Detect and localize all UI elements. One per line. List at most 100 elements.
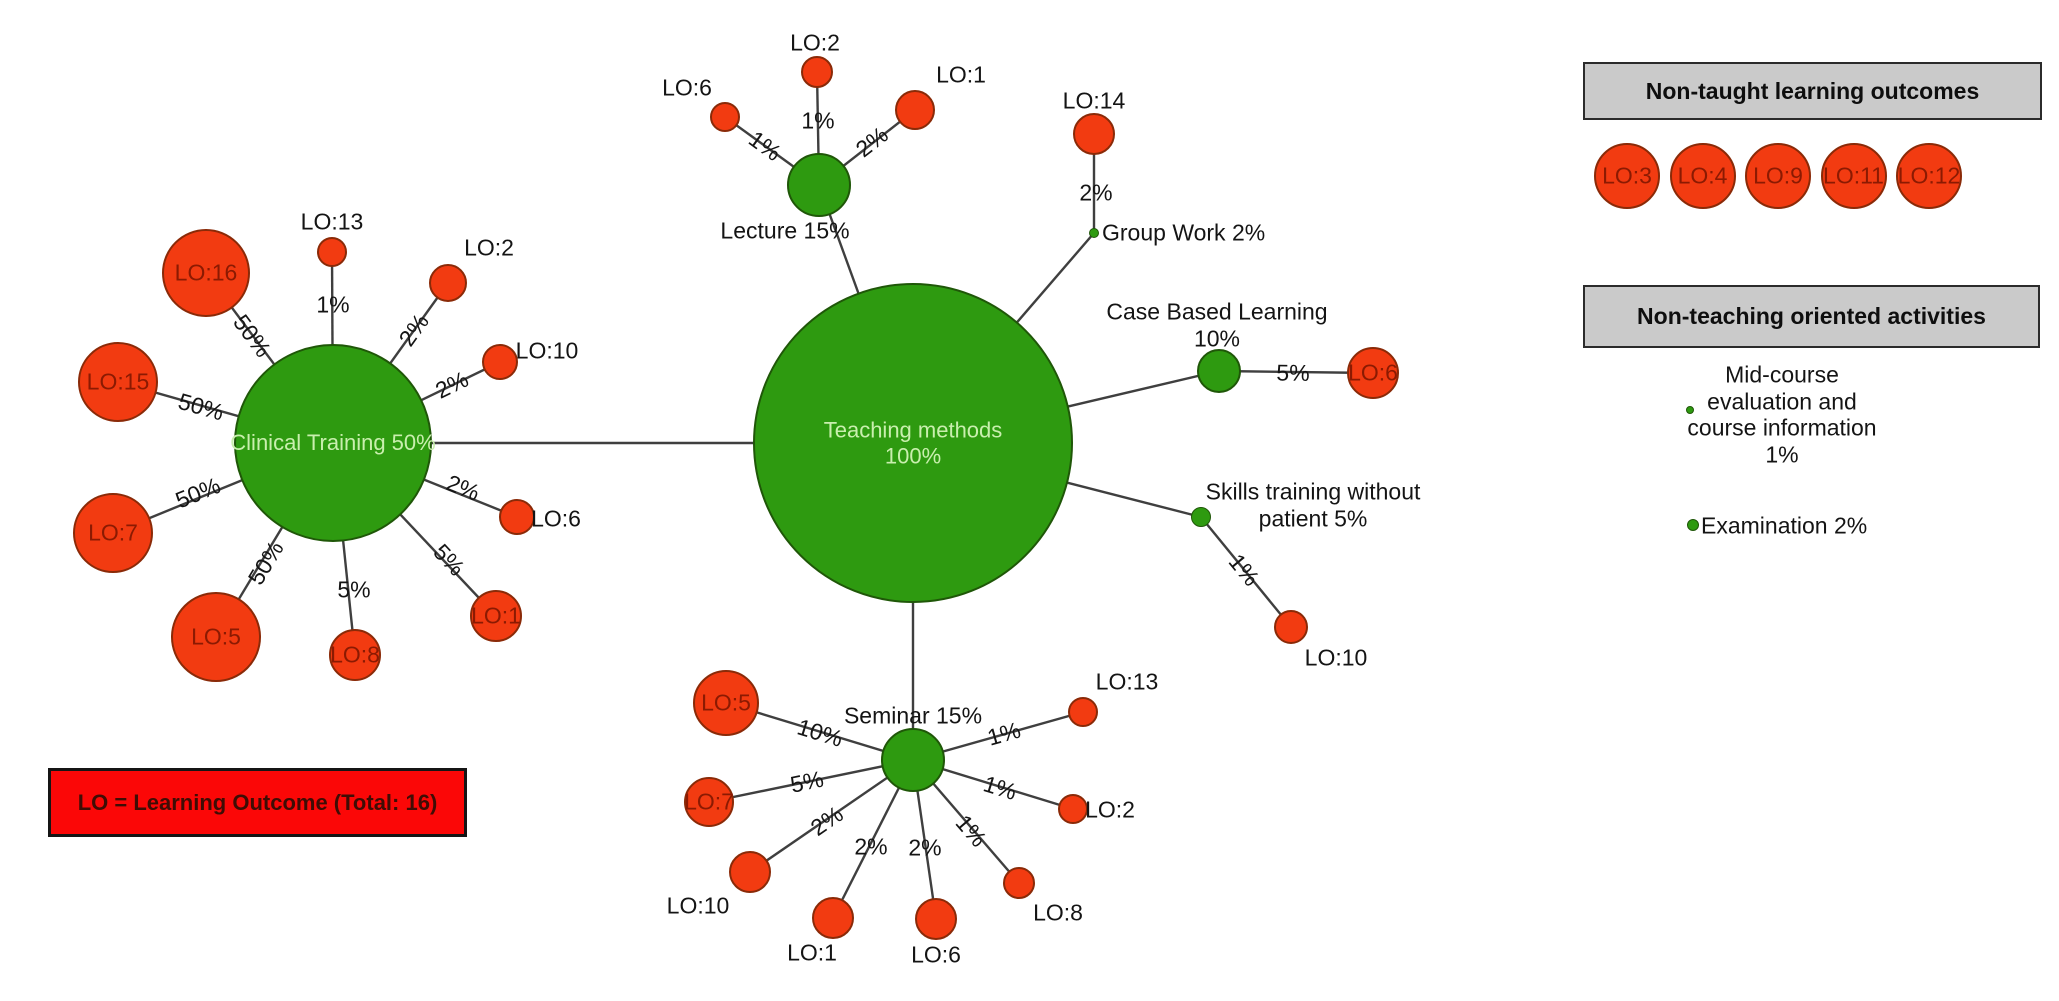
lecture-outcome-lo-1-label-line: LO:1 [936, 61, 986, 88]
lecture-outcome-lo-6-label: LO:6 [662, 75, 712, 102]
clinical-training-outcome-lo-1-pct-label-line: 5% [428, 538, 471, 581]
clinical-training-outcome-lo-2-label: LO:2 [464, 235, 514, 262]
clinical-training-outcome-lo-15-pct-label: 50% [175, 387, 227, 426]
clinical-training-outcome-lo-13-pct-label: 1% [316, 292, 349, 319]
clinical-training-outcome-lo-8-pct-label-line: 5% [337, 576, 371, 603]
non-taught-lo-9-label: LO:9 [1753, 163, 1803, 190]
non-taught-header: Non-taught learning outcomes [1583, 62, 2042, 120]
lecture-node [787, 153, 851, 217]
clinical-training-outcome-lo-6-node [499, 499, 535, 535]
group-work-label: Group Work 2% [1102, 220, 1265, 247]
clinical-training-outcome-lo-6-label: LO:6 [531, 506, 581, 533]
clinical-training-outcome-lo-1-label-line: LO:1 [471, 602, 521, 629]
seminar-outcome-lo-10-label: LO:10 [667, 893, 730, 920]
legend-box: LO = Learning Outcome (Total: 16) [48, 768, 467, 837]
non-taught-lo-4-label-line: LO:4 [1677, 162, 1728, 189]
seminar-outcome-lo-8-node [1003, 867, 1035, 899]
non-taught-lo-11-node [1820, 143, 1887, 209]
clinical-training-outcome-lo-10-node [482, 344, 518, 380]
case-based-learning-outcome-lo-6-pct-label-line: 5% [1276, 359, 1310, 386]
clinical-training-outcome-lo-13-label-line: LO:13 [300, 208, 364, 235]
clinical-training-outcome-lo-6-label-line: LO:6 [531, 505, 581, 532]
examination-label-line: Examination 2% [1701, 512, 1868, 539]
seminar-outcome-lo-7-pct-label-line: 5% [788, 765, 826, 798]
seminar-outcome-lo-7-label: LO:7 [684, 789, 734, 816]
mid-course-evaluation-label-line: 1% [1765, 441, 1799, 468]
clinical-training-outcome-lo-5-label: LO:5 [191, 624, 241, 651]
lecture-outcome-lo-1-node [895, 90, 935, 130]
teaching-methods-label: Teaching methods 100% [824, 417, 1003, 468]
clinical-training-outcome-lo-5-pct-label-line: 50% [242, 536, 289, 590]
seminar-outcome-lo-8-label-line: LO:8 [1033, 899, 1083, 926]
non-taught-lo-3-label-line: LO:3 [1602, 162, 1652, 189]
lecture-outcome-lo-6-pct-label-line: 1% [744, 125, 787, 167]
seminar-outcome-lo-2-pct-label: 1% [980, 770, 1019, 805]
lecture-outcome-lo-1-label: LO:1 [936, 62, 986, 89]
clinical-training-outcome-lo-16-pct-label-line: 50% [228, 309, 277, 363]
seminar-outcome-lo-13-pct-label-line: 1% [984, 716, 1024, 751]
edge-line [1200, 516, 1292, 628]
non-teaching-header: Non-teaching oriented activities [1583, 285, 2040, 348]
non-taught-lo-12-node [1896, 143, 1962, 209]
case-based-learning-outcome-lo-6-node [1347, 347, 1399, 399]
skills-training-without-patient-outcome-lo-10-node [1274, 610, 1308, 644]
non-taught-lo-4-node [1669, 143, 1736, 209]
seminar-outcome-lo-6-pct-label-line: 2% [908, 834, 942, 861]
clinical-training-outcome-lo-10-pct-label: 2% [431, 366, 473, 405]
skills-training-without-patient-node [1191, 507, 1211, 527]
clinical-training-outcome-lo-16-label-line: LO:16 [174, 259, 238, 286]
lecture-outcome-lo-2-pct-label: 1% [801, 108, 834, 135]
case-based-learning-label: Case Based Learning 10% [1106, 298, 1327, 351]
clinical-training-outcome-lo-16-pct-label: 50% [228, 309, 277, 363]
lecture-outcome-lo-2-label-line: LO:2 [790, 29, 840, 56]
seminar-label-line: Seminar 15% [843, 702, 983, 729]
lecture-label-line: Lecture 15% [720, 217, 850, 244]
examination-dot [1687, 519, 1699, 531]
non-taught-lo-4-label: LO:4 [1678, 163, 1728, 190]
non-taught-lo-11-label: LO:11 [1823, 163, 1884, 190]
seminar-outcome-lo-1-label-line: LO:1 [787, 939, 837, 966]
seminar-outcome-lo-1-pct-label-line: 2% [854, 833, 888, 860]
clinical-training-outcome-lo-15-node [78, 342, 158, 422]
lecture-outcome-lo-1-pct-label: 2% [851, 121, 894, 162]
seminar-outcome-lo-8-pct-label-line: 1% [950, 809, 992, 852]
seminar-outcome-lo-13-pct-label: 1% [984, 717, 1023, 752]
clinical-training-outcome-lo-7-pct-label: 50% [172, 472, 225, 514]
lecture-outcome-lo-6-node [710, 102, 740, 132]
clinical-training-outcome-lo-16-label: LO:16 [175, 260, 238, 287]
group-work-node [1089, 228, 1099, 238]
clinical-training-outcome-lo-13-node [317, 237, 347, 267]
lecture-outcome-lo-2-label: LO:2 [790, 30, 840, 57]
non-taught-lo-3-label: LO:3 [1602, 163, 1652, 190]
skills-training-without-patient-outcome-lo-10-pct-label: 1% [1223, 549, 1265, 592]
seminar-label: Seminar 15% [844, 703, 982, 730]
clinical-training-outcome-lo-15-pct-label-line: 50% [175, 387, 227, 426]
non-teaching-header-label: Non-teaching oriented activities [1637, 303, 1986, 329]
skills-training-without-patient-outcome-lo-10-label-line: LO:10 [1304, 644, 1368, 671]
clinical-training-outcome-lo-7-label-line: LO:7 [88, 519, 138, 546]
teaching-methods-label-line: 100% [884, 443, 942, 468]
non-taught-lo-3-node [1594, 143, 1660, 209]
clinical-training-outcome-lo-13-label: LO:13 [301, 209, 364, 236]
seminar-outcome-lo-2-label-line: LO:2 [1085, 796, 1135, 823]
clinical-training-outcome-lo-2-label-line: LO:2 [464, 234, 514, 261]
seminar-outcome-lo-2-node [1058, 794, 1088, 824]
clinical-training-outcome-lo-5-pct-label: 50% [243, 536, 290, 589]
lecture-outcome-lo-2-node [801, 56, 833, 88]
clinical-training-outcome-lo-5-label-line: LO:5 [191, 623, 241, 650]
seminar-outcome-lo-1-node [812, 897, 854, 939]
seminar-outcome-lo-5-pct-label: 10% [794, 714, 846, 753]
clinical-training-outcome-lo-16-node [162, 229, 250, 317]
lecture-outcome-lo-1-pct-label-line: 2% [850, 121, 893, 163]
clinical-training-label: Clinical Training 50% [230, 430, 435, 456]
mid-course-evaluation-label-line: evaluation and [1707, 388, 1857, 415]
mid-course-evaluation-label: Mid-course evaluation and course informati… [1687, 362, 1876, 469]
group-work-outcome-lo-14-label-line: LO:14 [1062, 87, 1126, 114]
seminar-outcome-lo-2-label: LO:2 [1085, 797, 1135, 824]
case-based-learning-node [1197, 349, 1241, 393]
seminar-outcome-lo-1-label: LO:1 [787, 940, 837, 967]
edge-line [749, 759, 914, 873]
seminar-outcome-lo-1-pct-label: 2% [854, 834, 887, 861]
seminar-outcome-lo-5-label: LO:5 [701, 690, 751, 717]
